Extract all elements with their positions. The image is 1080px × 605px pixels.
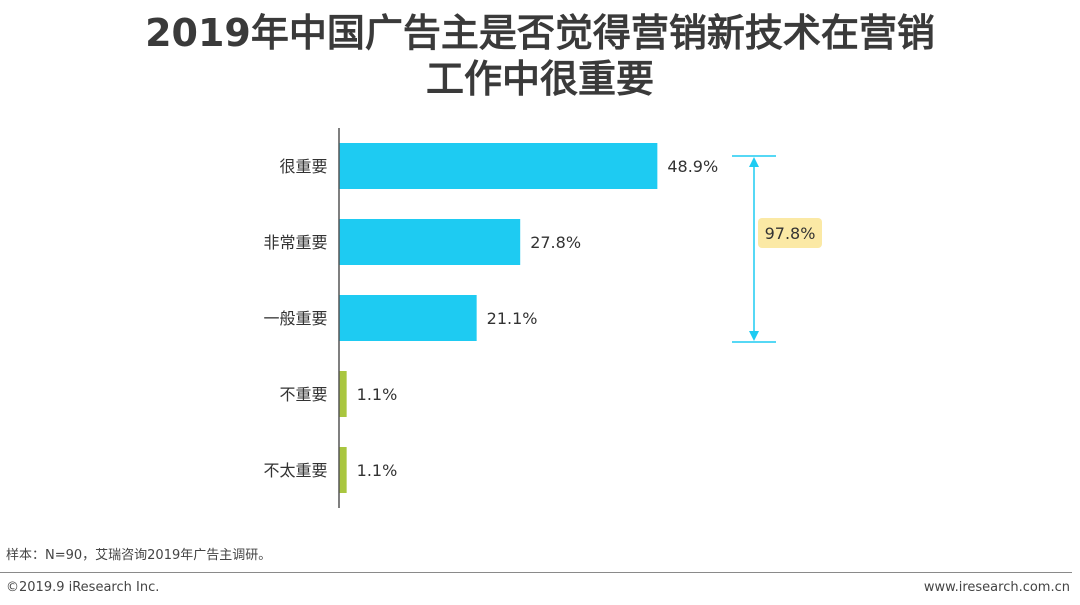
category-label-1: 非常重要 [263, 233, 327, 252]
value-label-1: 27.8% [530, 233, 581, 252]
bracket-total-label: 97.8% [765, 224, 816, 243]
chart-title-line2: 工作中很重要 [425, 57, 654, 101]
website-link[interactable]: www.iresearch.com.cn [923, 580, 1070, 595]
sample-note: 样本：N=90，艾瑞咨询2019年广告主调研。 [6, 548, 272, 563]
copyright-text: ©2019.9 iResearch Inc. [6, 580, 160, 595]
bar-4 [339, 447, 347, 493]
bars-layer: 很重要 48.9% 非常重要 27.8% 一般重要 21.1% 不重要 1.1% 不太重要 1.1… [263, 143, 718, 493]
bracket-arrow-up [749, 157, 759, 167]
value-label-0: 48.9% [667, 157, 718, 176]
bar-0 [339, 143, 658, 189]
footer-divider [0, 572, 1072, 573]
value-label-3: 1.1% [357, 385, 398, 404]
bracket-arrow-down [749, 331, 759, 341]
bar-3 [339, 371, 347, 417]
category-label-0: 很重要 [279, 157, 327, 176]
category-label-3: 不重要 [279, 385, 327, 404]
bar-2 [339, 295, 477, 341]
bar-1 [339, 219, 521, 265]
value-label-2: 21.1% [487, 309, 538, 328]
category-label-2: 一般重要 [263, 309, 327, 328]
category-label-4: 不太重要 [263, 461, 327, 480]
value-label-4: 1.1% [357, 461, 398, 480]
bracket-annotation: 97.8% [732, 155, 822, 343]
chart-title-line1: 2019年中国广告主是否觉得营销新技术在营销 [145, 11, 935, 55]
bracket-label-bg [758, 218, 822, 248]
